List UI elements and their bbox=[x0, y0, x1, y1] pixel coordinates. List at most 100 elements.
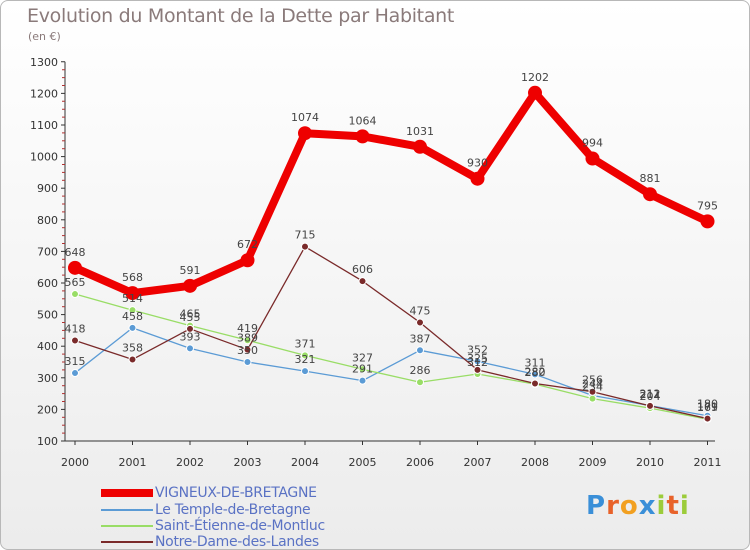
data-label: 475 bbox=[410, 305, 431, 318]
data-label: 393 bbox=[180, 330, 201, 343]
y-tick-label: 100 bbox=[37, 435, 58, 448]
data-label: 881 bbox=[640, 172, 661, 185]
series-line bbox=[73, 88, 710, 298]
x-tick-label: 2010 bbox=[636, 456, 664, 469]
chart-subtitle: (en €) bbox=[28, 30, 61, 43]
data-label: 419 bbox=[237, 322, 258, 335]
y-tick-label: 1200 bbox=[30, 87, 58, 100]
chart-title: Evolution du Montant de la Dette par Hab… bbox=[27, 5, 455, 27]
y-tick-label: 500 bbox=[37, 309, 58, 322]
x-tick-label: 2011 bbox=[694, 456, 722, 469]
data-label: 350 bbox=[237, 344, 258, 357]
data-point bbox=[243, 336, 252, 345]
data-label: 389 bbox=[237, 332, 258, 345]
data-label: 280 bbox=[525, 366, 546, 379]
x-tick-label: 2006 bbox=[406, 456, 434, 469]
data-point bbox=[643, 187, 657, 202]
data-point bbox=[186, 344, 194, 353]
data-label: 352 bbox=[467, 343, 488, 356]
data-point bbox=[298, 126, 312, 141]
legend-swatch bbox=[101, 541, 153, 543]
legend-item: Le Temple-de-Bretagne bbox=[101, 502, 311, 518]
data-label: 1031 bbox=[406, 125, 434, 138]
y-tick-label: 1300 bbox=[30, 56, 58, 69]
y-tick-label: 700 bbox=[37, 245, 58, 258]
data-point bbox=[413, 139, 427, 154]
data-label: 358 bbox=[122, 341, 143, 354]
legend-label: Le Temple-de-Bretagne bbox=[155, 502, 311, 518]
data-point bbox=[646, 401, 654, 410]
data-label: 256 bbox=[582, 374, 603, 387]
data-label: 311 bbox=[525, 356, 546, 369]
logo-letter: i bbox=[656, 491, 667, 521]
logo-letter: r bbox=[606, 491, 620, 521]
data-label: 568 bbox=[122, 271, 143, 284]
legend-item: Notre-Dame-des-Landes bbox=[101, 534, 319, 549]
x-tick-label: 2008 bbox=[521, 456, 549, 469]
data-label: 930 bbox=[467, 157, 488, 170]
x-tick-label: 2004 bbox=[291, 456, 319, 469]
y-tick-label: 1000 bbox=[30, 151, 58, 164]
data-label: 458 bbox=[122, 310, 143, 323]
data-label: 171 bbox=[697, 401, 718, 414]
x-tick-label: 2002 bbox=[176, 456, 204, 469]
x-tick-label: 2005 bbox=[349, 456, 377, 469]
legend-item: VIGNEUX-DE-BRETAGNE bbox=[101, 485, 317, 501]
logo-letter: o bbox=[619, 491, 639, 521]
data-point bbox=[470, 171, 485, 186]
data-point bbox=[531, 370, 539, 379]
data-label: 1074 bbox=[291, 111, 319, 124]
x-tick-label: 2001 bbox=[119, 456, 147, 469]
data-point bbox=[128, 355, 137, 364]
data-label: 244 bbox=[582, 377, 603, 390]
data-label: 1202 bbox=[521, 71, 549, 84]
x-tick-label: 2003 bbox=[234, 456, 262, 469]
data-label: 387 bbox=[410, 332, 431, 345]
data-point bbox=[355, 129, 370, 144]
data-point bbox=[416, 318, 424, 327]
data-point bbox=[71, 369, 79, 378]
series-line bbox=[74, 293, 708, 420]
data-point bbox=[585, 151, 600, 166]
data-label: 327 bbox=[352, 351, 373, 364]
data-point bbox=[531, 379, 539, 388]
legend-swatch bbox=[101, 509, 153, 511]
data-label: 286 bbox=[410, 364, 431, 377]
data-point bbox=[416, 378, 424, 387]
legend-label: Saint-Étienne-de-Montluc bbox=[155, 518, 325, 534]
data-point bbox=[700, 214, 715, 229]
data-point bbox=[243, 345, 252, 354]
data-label: 994 bbox=[582, 136, 603, 149]
series-3 bbox=[71, 242, 712, 423]
data-label: 795 bbox=[697, 199, 718, 212]
x-tick-label: 2007 bbox=[464, 456, 492, 469]
data-point bbox=[71, 336, 79, 345]
data-label: 212 bbox=[640, 388, 661, 401]
data-point bbox=[473, 357, 482, 366]
data-label: 315 bbox=[65, 355, 86, 368]
data-label: 455 bbox=[180, 311, 201, 324]
y-tick-label: 600 bbox=[37, 277, 58, 290]
data-point bbox=[416, 346, 424, 355]
series-line bbox=[74, 246, 708, 420]
logo-letter: x bbox=[638, 491, 657, 521]
legend-swatch bbox=[101, 489, 153, 497]
data-point bbox=[358, 365, 367, 374]
data-point bbox=[588, 387, 597, 396]
data-point bbox=[703, 414, 712, 423]
data-point bbox=[301, 351, 309, 360]
data-label: 312 bbox=[467, 356, 488, 369]
data-label: 325 bbox=[467, 352, 488, 365]
legend-label: VIGNEUX-DE-BRETAGNE bbox=[155, 485, 317, 501]
data-point bbox=[71, 290, 79, 299]
data-label: 514 bbox=[122, 292, 143, 305]
data-label: 371 bbox=[295, 337, 316, 350]
y-tick-label: 900 bbox=[37, 182, 58, 195]
y-tick-label: 400 bbox=[37, 340, 58, 353]
data-point bbox=[358, 277, 367, 286]
data-point bbox=[358, 376, 367, 385]
data-label: 291 bbox=[352, 363, 373, 376]
data-label: 180 bbox=[697, 398, 718, 411]
